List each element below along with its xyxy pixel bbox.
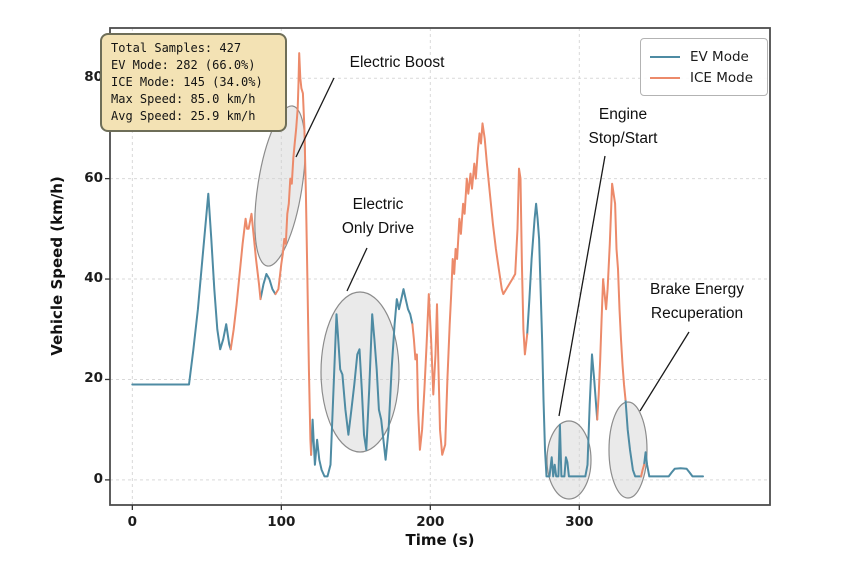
electric-boost-line (295, 77, 335, 158)
stats-line: Total Samples: 427 (111, 41, 242, 55)
annotation-text-line: Electric Boost (349, 53, 445, 71)
y-tick-label: 20 (84, 370, 103, 387)
ice-mode-line (274, 52, 313, 456)
ev-mode-line (259, 273, 277, 301)
y-tick-label: 40 (84, 270, 103, 287)
x-tick-label: 300 (565, 514, 594, 530)
brake-energy-recuperation-line (639, 331, 690, 412)
engine-stop-start-line (558, 155, 606, 417)
annotation-text-line: Recuperation (650, 305, 744, 322)
stats-line: ICE Mode: 145 (34.0%) (111, 75, 263, 90)
legend-label: ICE Mode (690, 69, 754, 86)
stats-line: Avg Speed: 25.9 km/h (111, 109, 256, 124)
y-axis-label: Vehicle Speed (km/h) (48, 176, 66, 356)
stats-line: EV Mode: 282 (66.0%) (111, 58, 256, 73)
legend-item: EV Mode (650, 46, 757, 67)
electric-only-drive-label: Electric Only Drive (342, 193, 414, 241)
electric-only-drive-line (346, 247, 368, 292)
brake-energy-recuperation-label: Brake Energy Recuperation (650, 278, 744, 326)
stats-line: Max Speed: 85.0 km/h (111, 92, 256, 107)
x-tick-label: 200 (416, 514, 445, 530)
legend-item: ICE Mode (650, 67, 757, 88)
engine-stop-start-ellipse (546, 420, 592, 500)
x-axis-label: Time (s) (405, 531, 475, 549)
y-tick-label: 0 (93, 471, 103, 488)
ev-mode-line (624, 398, 643, 478)
ice-mode-line (596, 182, 627, 421)
ice-mode-line (411, 122, 529, 456)
legend-swatch-ev (650, 55, 680, 58)
plot-frame (109, 27, 771, 506)
annotation-text-line: Electric (352, 195, 404, 213)
x-tick-label: 0 (127, 514, 138, 530)
brake-recuperation-ellipse (608, 401, 648, 499)
y-tick-label: 80 (84, 69, 103, 86)
legend-label: EV Mode (690, 48, 749, 65)
x-tick-label: 100 (267, 514, 296, 530)
y-tick-label: 60 (84, 169, 103, 186)
legend: EV Mode ICE Mode (640, 38, 768, 96)
ev-mode-line (643, 451, 704, 478)
annotation-text-line: Stop/Start (588, 130, 658, 147)
annotation-text-line: Only Drive (341, 220, 415, 237)
ev-mode-line (310, 288, 414, 478)
stats-box: Total Samples: 427 EV Mode: 282 (66.0%) IC… (100, 33, 287, 133)
engine-stop-start-label: Engine Stop/Start (589, 103, 658, 151)
ev-mode-line (131, 192, 232, 386)
electric-boost-ellipse (254, 105, 306, 267)
electric-boost-label: Electric Boost (350, 51, 445, 75)
annotation-text-line: Brake Energy (650, 280, 744, 298)
annotation-text-line: Engine (598, 105, 648, 123)
ev-mode-line (526, 202, 599, 478)
legend-swatch-ice (650, 76, 680, 79)
ice-mode-line (640, 463, 646, 478)
ice-mode-line (229, 212, 262, 351)
